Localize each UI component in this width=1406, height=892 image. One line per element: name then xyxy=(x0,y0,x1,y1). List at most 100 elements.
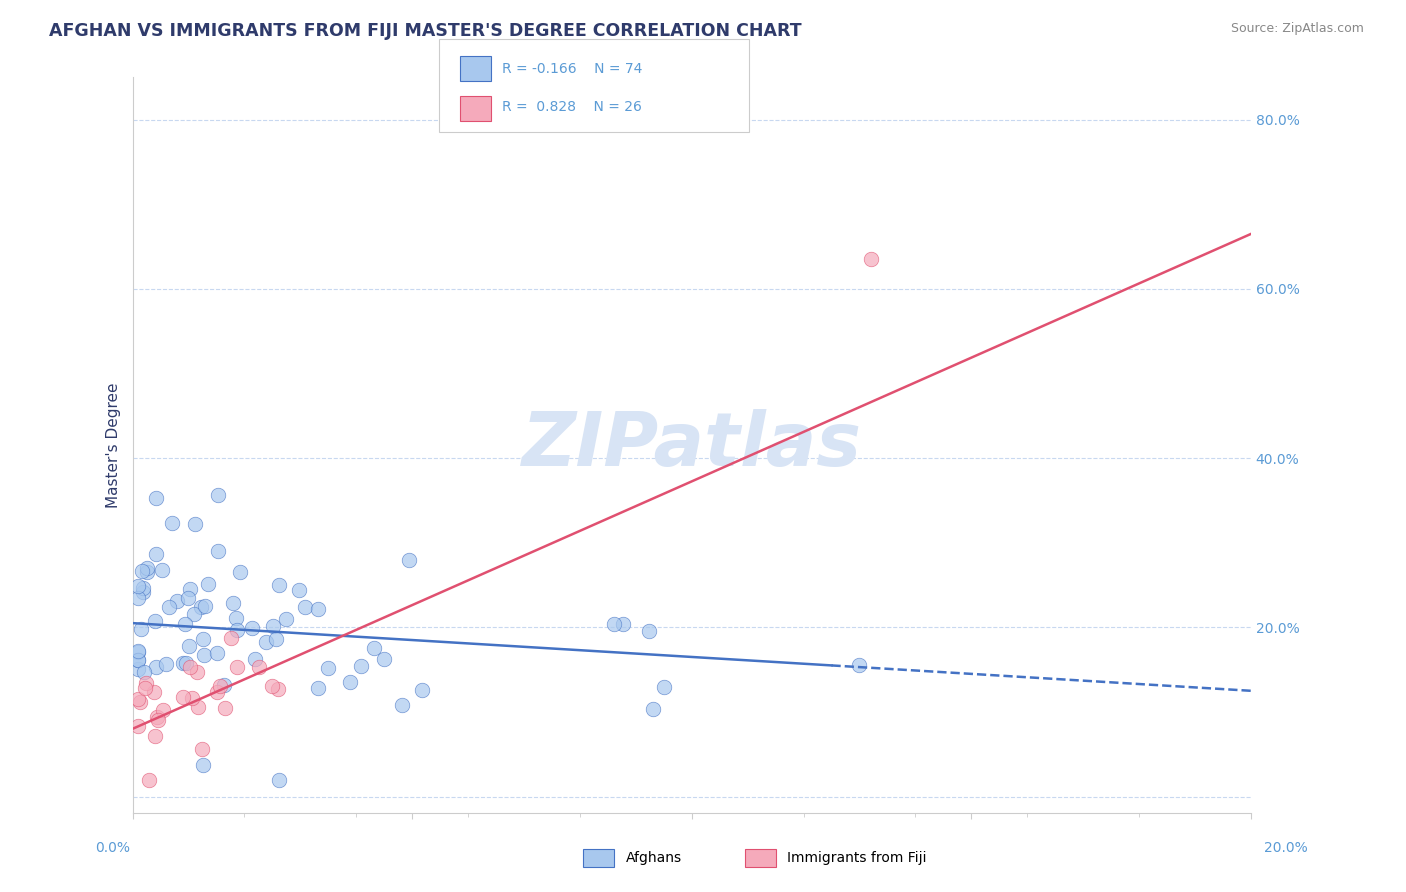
Point xyxy=(145,660,167,674)
Point xyxy=(183,607,205,621)
Point xyxy=(373,652,395,666)
Point xyxy=(193,758,215,772)
Point xyxy=(135,565,157,579)
Text: R = -0.166    N = 74: R = -0.166 N = 74 xyxy=(502,62,643,76)
Point xyxy=(225,611,247,625)
Point xyxy=(127,645,149,659)
Point xyxy=(254,635,277,649)
Point xyxy=(193,648,215,662)
Point xyxy=(177,640,200,654)
Text: R =  0.828    N = 26: R = 0.828 N = 26 xyxy=(502,100,641,113)
Point xyxy=(411,683,433,698)
Point xyxy=(145,491,167,505)
Point xyxy=(391,698,413,712)
Point xyxy=(127,644,149,658)
Point xyxy=(150,563,173,577)
Point xyxy=(166,594,188,608)
Point xyxy=(172,656,194,670)
Point xyxy=(135,676,157,690)
Point xyxy=(243,652,266,666)
Point xyxy=(848,658,870,673)
Point xyxy=(157,600,180,615)
Point xyxy=(184,516,207,531)
Point xyxy=(136,561,159,575)
Point xyxy=(145,710,167,724)
Point xyxy=(350,659,373,673)
Point xyxy=(652,680,675,694)
Point xyxy=(287,582,309,597)
Point xyxy=(228,565,250,579)
Point xyxy=(129,622,152,636)
Point xyxy=(637,624,659,638)
Point xyxy=(145,547,167,561)
Point xyxy=(179,660,201,674)
Point xyxy=(127,579,149,593)
Point xyxy=(177,591,200,605)
Point xyxy=(207,543,229,558)
Point xyxy=(269,772,291,787)
Point xyxy=(363,641,385,656)
Point xyxy=(190,600,212,615)
Point xyxy=(307,681,329,696)
Point xyxy=(143,729,166,743)
Point xyxy=(191,741,214,756)
Point xyxy=(207,647,229,661)
Point xyxy=(205,685,228,699)
Point xyxy=(174,616,197,631)
Point xyxy=(208,679,231,693)
Point xyxy=(247,659,270,673)
Point xyxy=(225,623,247,637)
Point xyxy=(339,674,361,689)
Point xyxy=(180,691,202,706)
Point xyxy=(212,678,235,692)
Point xyxy=(143,614,166,628)
Point xyxy=(214,700,236,714)
Point xyxy=(219,631,242,645)
Point xyxy=(316,661,339,675)
Point xyxy=(132,581,155,595)
Point xyxy=(191,632,214,647)
Point xyxy=(222,596,245,610)
Point xyxy=(131,564,153,578)
Point xyxy=(160,516,183,530)
Point xyxy=(179,582,201,597)
Point xyxy=(859,252,882,267)
Point xyxy=(187,699,209,714)
Point xyxy=(294,599,316,614)
Point xyxy=(127,653,149,667)
Point xyxy=(307,602,329,616)
Point xyxy=(276,612,298,626)
Point xyxy=(398,553,420,567)
Point xyxy=(152,703,174,717)
Text: AFGHAN VS IMMIGRANTS FROM FIJI MASTER'S DEGREE CORRELATION CHART: AFGHAN VS IMMIGRANTS FROM FIJI MASTER'S … xyxy=(49,22,801,40)
Point xyxy=(127,653,149,667)
Point xyxy=(138,772,160,787)
Point xyxy=(207,488,229,502)
Point xyxy=(172,690,194,705)
Point xyxy=(197,577,219,591)
Point xyxy=(127,662,149,676)
Point xyxy=(127,691,149,706)
Point xyxy=(240,621,263,635)
Point xyxy=(262,679,284,693)
Point xyxy=(143,685,166,699)
Y-axis label: Master's Degree: Master's Degree xyxy=(107,383,121,508)
Point xyxy=(132,585,155,599)
Text: 20.0%: 20.0% xyxy=(1264,841,1308,855)
Point xyxy=(127,719,149,733)
Point xyxy=(134,681,156,696)
Point xyxy=(129,695,152,709)
Text: Afghans: Afghans xyxy=(626,851,682,865)
Point xyxy=(267,681,290,696)
Point xyxy=(176,657,198,671)
Point xyxy=(194,599,217,613)
Point xyxy=(134,665,156,680)
Point xyxy=(186,665,208,679)
Point xyxy=(226,659,249,673)
Point xyxy=(612,617,634,632)
Point xyxy=(264,632,287,646)
Text: Source: ZipAtlas.com: Source: ZipAtlas.com xyxy=(1230,22,1364,36)
Point xyxy=(262,619,284,633)
Point xyxy=(269,578,291,592)
Point xyxy=(127,591,149,605)
